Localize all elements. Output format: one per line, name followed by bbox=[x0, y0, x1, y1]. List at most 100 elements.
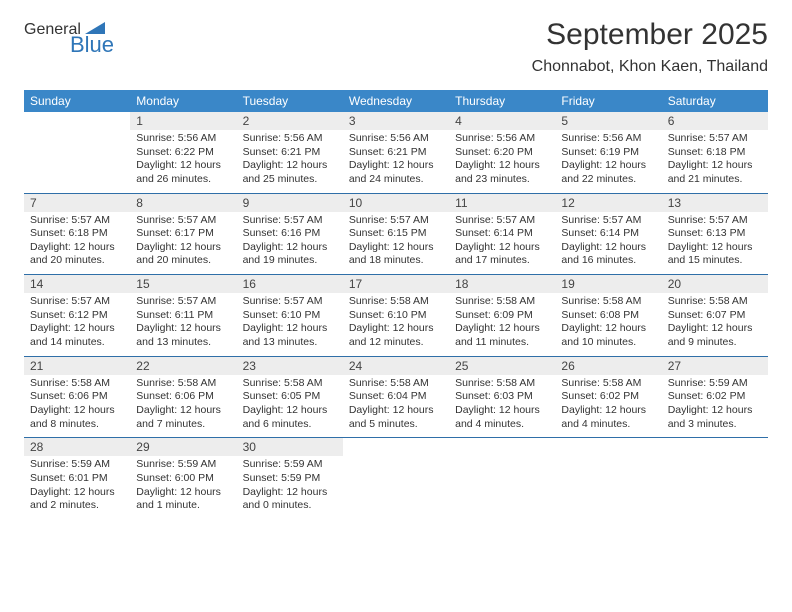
day-line: and 12 minutes. bbox=[349, 336, 443, 350]
day-line: and 20 minutes. bbox=[30, 254, 124, 268]
day-line: Daylight: 12 hours bbox=[349, 159, 443, 173]
day-line: Sunset: 6:21 PM bbox=[349, 146, 443, 160]
day-line: Daylight: 12 hours bbox=[561, 404, 655, 418]
day-line: Sunrise: 5:59 AM bbox=[30, 458, 124, 472]
day-cell bbox=[24, 130, 130, 193]
day-line: Sunset: 5:59 PM bbox=[243, 472, 337, 486]
day-line: and 20 minutes. bbox=[136, 254, 230, 268]
day-line: Sunrise: 5:59 AM bbox=[136, 458, 230, 472]
day-cell: Sunrise: 5:56 AMSunset: 6:21 PMDaylight:… bbox=[237, 130, 343, 193]
day-line: Daylight: 12 hours bbox=[455, 159, 549, 173]
day-line: and 25 minutes. bbox=[243, 173, 337, 187]
day-line: Sunrise: 5:59 AM bbox=[243, 458, 337, 472]
day-line: Sunrise: 5:58 AM bbox=[668, 295, 762, 309]
day-line: Sunrise: 5:56 AM bbox=[455, 132, 549, 146]
day-line: Sunset: 6:09 PM bbox=[455, 309, 549, 323]
day-line: and 13 minutes. bbox=[136, 336, 230, 350]
dow-saturday: Saturday bbox=[662, 90, 768, 112]
day-line: Sunset: 6:13 PM bbox=[668, 227, 762, 241]
day-line: Sunrise: 5:58 AM bbox=[455, 295, 549, 309]
day-line: and 19 minutes. bbox=[243, 254, 337, 268]
day-line: Sunset: 6:06 PM bbox=[30, 390, 124, 404]
day-line: and 14 minutes. bbox=[30, 336, 124, 350]
day-line: Daylight: 12 hours bbox=[30, 322, 124, 336]
day-line: and 1 minute. bbox=[136, 499, 230, 513]
day-cell: Sunrise: 5:57 AMSunset: 6:14 PMDaylight:… bbox=[449, 212, 555, 275]
day-number: 23 bbox=[237, 357, 343, 375]
day-line: Daylight: 12 hours bbox=[561, 159, 655, 173]
day-line: and 23 minutes. bbox=[455, 173, 549, 187]
day-cell: Sunrise: 5:58 AMSunset: 6:07 PMDaylight:… bbox=[662, 293, 768, 356]
day-line: Daylight: 12 hours bbox=[561, 241, 655, 255]
day-number: 20 bbox=[662, 275, 768, 293]
day-line: and 10 minutes. bbox=[561, 336, 655, 350]
calendar-body: 123456Sunrise: 5:56 AMSunset: 6:22 PMDay… bbox=[24, 112, 768, 519]
day-cell bbox=[449, 456, 555, 519]
day-line: Sunrise: 5:58 AM bbox=[455, 377, 549, 391]
day-number: 8 bbox=[130, 194, 236, 212]
day-cell: Sunrise: 5:59 AMSunset: 6:01 PMDaylight:… bbox=[24, 456, 130, 519]
day-cell: Sunrise: 5:58 AMSunset: 6:06 PMDaylight:… bbox=[130, 375, 236, 438]
day-cell: Sunrise: 5:58 AMSunset: 6:06 PMDaylight:… bbox=[24, 375, 130, 438]
day-cell: Sunrise: 5:58 AMSunset: 6:05 PMDaylight:… bbox=[237, 375, 343, 438]
day-cell: Sunrise: 5:57 AMSunset: 6:12 PMDaylight:… bbox=[24, 293, 130, 356]
day-cell: Sunrise: 5:59 AMSunset: 6:00 PMDaylight:… bbox=[130, 456, 236, 519]
day-line: Sunset: 6:22 PM bbox=[136, 146, 230, 160]
day-cell: Sunrise: 5:59 AMSunset: 5:59 PMDaylight:… bbox=[237, 456, 343, 519]
day-line: Sunrise: 5:57 AM bbox=[136, 214, 230, 228]
day-line: Daylight: 12 hours bbox=[455, 241, 549, 255]
day-line: Sunrise: 5:58 AM bbox=[243, 377, 337, 391]
day-line: Daylight: 12 hours bbox=[136, 486, 230, 500]
day-line: Sunset: 6:03 PM bbox=[455, 390, 549, 404]
day-cell bbox=[555, 456, 661, 519]
day-line: Sunset: 6:04 PM bbox=[349, 390, 443, 404]
day-number: 27 bbox=[662, 357, 768, 375]
day-cell: Sunrise: 5:56 AMSunset: 6:19 PMDaylight:… bbox=[555, 130, 661, 193]
day-line: and 18 minutes. bbox=[349, 254, 443, 268]
day-number bbox=[24, 112, 130, 130]
day-line: Daylight: 12 hours bbox=[668, 322, 762, 336]
dow-friday: Friday bbox=[555, 90, 661, 112]
day-number bbox=[343, 438, 449, 456]
day-number: 15 bbox=[130, 275, 236, 293]
day-line: Sunrise: 5:58 AM bbox=[561, 377, 655, 391]
day-line: Daylight: 12 hours bbox=[30, 486, 124, 500]
day-cell: Sunrise: 5:57 AMSunset: 6:10 PMDaylight:… bbox=[237, 293, 343, 356]
day-line: Sunrise: 5:57 AM bbox=[243, 295, 337, 309]
day-cell: Sunrise: 5:57 AMSunset: 6:14 PMDaylight:… bbox=[555, 212, 661, 275]
day-cell: Sunrise: 5:56 AMSunset: 6:21 PMDaylight:… bbox=[343, 130, 449, 193]
day-line: Sunset: 6:20 PM bbox=[455, 146, 549, 160]
day-cell: Sunrise: 5:57 AMSunset: 6:11 PMDaylight:… bbox=[130, 293, 236, 356]
day-line: Sunset: 6:18 PM bbox=[30, 227, 124, 241]
day-number: 29 bbox=[130, 438, 236, 456]
day-text-row: Sunrise: 5:59 AMSunset: 6:01 PMDaylight:… bbox=[24, 456, 768, 519]
day-number bbox=[662, 438, 768, 456]
dow-thursday: Thursday bbox=[449, 90, 555, 112]
day-number: 19 bbox=[555, 275, 661, 293]
day-number: 9 bbox=[237, 194, 343, 212]
logo: General Blue bbox=[24, 18, 114, 56]
day-number: 14 bbox=[24, 275, 130, 293]
day-line: Daylight: 12 hours bbox=[243, 404, 337, 418]
day-line: Daylight: 12 hours bbox=[243, 159, 337, 173]
day-text-row: Sunrise: 5:57 AMSunset: 6:18 PMDaylight:… bbox=[24, 212, 768, 275]
day-number-row: 78910111213 bbox=[24, 194, 768, 212]
day-line: Daylight: 12 hours bbox=[668, 404, 762, 418]
day-cell: Sunrise: 5:57 AMSunset: 6:18 PMDaylight:… bbox=[24, 212, 130, 275]
day-line: Sunset: 6:07 PM bbox=[668, 309, 762, 323]
day-line: Daylight: 12 hours bbox=[668, 241, 762, 255]
day-line: Sunset: 6:17 PM bbox=[136, 227, 230, 241]
day-cell: Sunrise: 5:58 AMSunset: 6:10 PMDaylight:… bbox=[343, 293, 449, 356]
day-number: 26 bbox=[555, 357, 661, 375]
day-line: and 16 minutes. bbox=[561, 254, 655, 268]
day-line: and 15 minutes. bbox=[668, 254, 762, 268]
day-line: Sunset: 6:15 PM bbox=[349, 227, 443, 241]
day-line: Daylight: 12 hours bbox=[30, 241, 124, 255]
day-line: Sunset: 6:14 PM bbox=[561, 227, 655, 241]
day-line: and 11 minutes. bbox=[455, 336, 549, 350]
day-line: and 17 minutes. bbox=[455, 254, 549, 268]
dow-sunday: Sunday bbox=[24, 90, 130, 112]
day-line: Sunrise: 5:57 AM bbox=[136, 295, 230, 309]
day-line: Sunrise: 5:58 AM bbox=[561, 295, 655, 309]
day-line: Daylight: 12 hours bbox=[136, 404, 230, 418]
